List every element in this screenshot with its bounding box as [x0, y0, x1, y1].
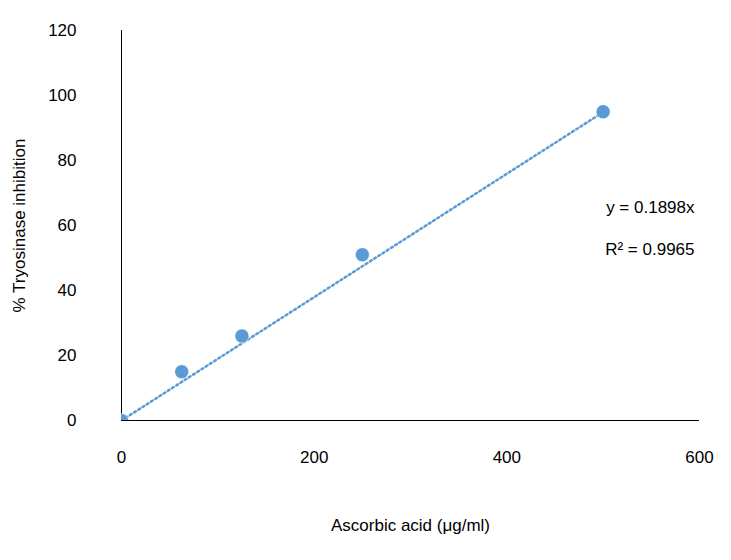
- svg-text:20: 20: [58, 346, 77, 365]
- svg-text:% Tryosinase inhibition: % Tryosinase inhibition: [10, 139, 29, 313]
- svg-text:0: 0: [117, 448, 126, 467]
- svg-text:400: 400: [493, 448, 521, 467]
- svg-text:100: 100: [48, 86, 76, 105]
- svg-text:0: 0: [67, 411, 76, 430]
- svg-text:y = 0.1898x: y = 0.1898x: [606, 198, 695, 217]
- svg-text:200: 200: [300, 448, 328, 467]
- svg-text:600: 600: [685, 448, 713, 467]
- svg-text:R² = 0.9965: R² = 0.9965: [605, 240, 694, 259]
- svg-text:120: 120: [48, 21, 76, 40]
- svg-text:Ascorbic acid (μg/ml): Ascorbic acid (μg/ml): [331, 516, 490, 535]
- svg-text:80: 80: [58, 151, 77, 170]
- svg-text:40: 40: [58, 281, 77, 300]
- svg-text:60: 60: [58, 216, 77, 235]
